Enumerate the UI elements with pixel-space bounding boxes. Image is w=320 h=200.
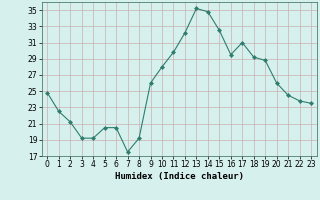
X-axis label: Humidex (Indice chaleur): Humidex (Indice chaleur): [115, 172, 244, 181]
